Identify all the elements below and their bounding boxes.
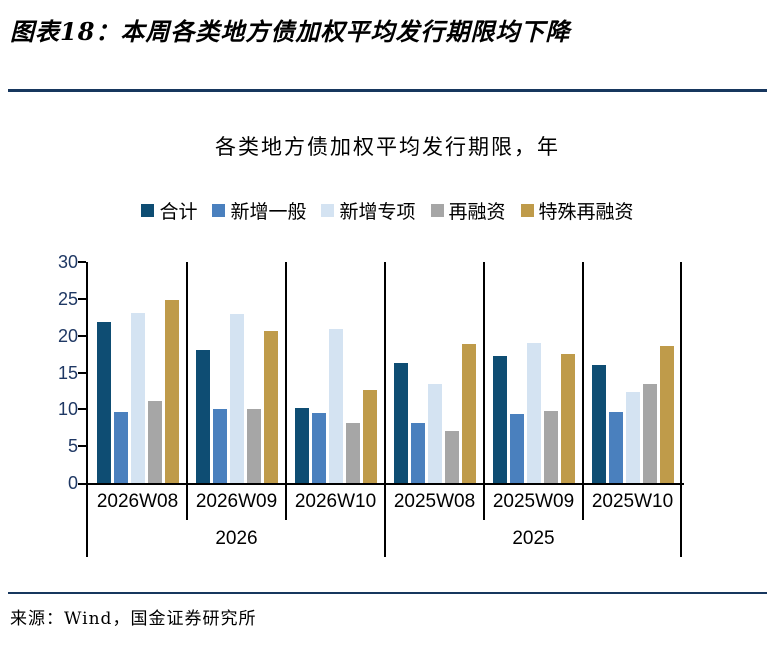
bar-group-2025W10 (583, 262, 682, 483)
category-separator (285, 262, 287, 520)
legend-item-合计: 合计 (141, 197, 197, 224)
bar-新增一般 (113, 412, 128, 483)
bar-新增一般 (509, 414, 524, 483)
y-tick-label: 15 (57, 362, 78, 383)
legend-item-新增专项: 新增专项 (321, 197, 416, 224)
y-tick-mark (78, 334, 86, 337)
y-tick-mark (78, 297, 86, 300)
bar-合计 (96, 322, 111, 483)
y-tick-label: 5 (67, 436, 78, 457)
bar-group-2025W08 (385, 262, 484, 483)
bar-新增专项 (130, 313, 145, 483)
y-tick-label: 25 (57, 288, 78, 309)
category-separator (680, 262, 682, 557)
bar-特殊再融资 (659, 346, 674, 483)
bar-再融资 (642, 384, 657, 483)
x-tick-label-2026W10: 2026W10 (294, 490, 377, 512)
legend-item-特殊再融资: 特殊再融资 (520, 197, 634, 224)
x-axis-year-labels: 2026 2025 (88, 520, 682, 557)
bar-特殊再融资 (164, 300, 179, 483)
bar-合计 (492, 356, 507, 483)
bar-新增一般 (608, 412, 623, 483)
x-group-label-2026: 2026 (215, 527, 258, 549)
chart-subtitle: 各类地方债加权平均发行期限，年 (215, 135, 560, 159)
y-tick-label: 0 (67, 473, 78, 493)
category-separator (582, 262, 584, 520)
bar-新增专项 (427, 384, 442, 483)
bar-groups (88, 262, 682, 483)
category-separator (384, 262, 386, 557)
bar-新增一般 (410, 423, 425, 483)
bar-新增专项 (229, 314, 244, 483)
y-tick-label: 30 (57, 252, 78, 272)
bar-group-2026W08 (88, 262, 187, 483)
legend-label: 新增专项 (339, 200, 416, 223)
legend-label: 新增一般 (230, 200, 307, 223)
figure-title: 图表18：本周各类地方债加权平均发行期限均下降 (10, 17, 571, 46)
x-tick-label-2025W09: 2025W09 (492, 490, 575, 512)
legend-swatch-icon (430, 203, 444, 217)
bar-合计 (294, 408, 309, 483)
plot-area: 2026W08 2026W09 2026W10 2025W08 2025W09 2025W… (58, 252, 684, 557)
x-tick-label-2026W08: 2026W08 (96, 490, 179, 512)
bar-新增专项 (625, 392, 640, 483)
y-tick-mark (78, 445, 86, 448)
legend-item-再融资: 再融资 (430, 197, 506, 224)
bar-再融资 (246, 409, 261, 483)
x-tick-label-2025W08: 2025W08 (393, 490, 476, 512)
legend-label: 再融资 (448, 200, 506, 223)
legend-swatch-icon (212, 203, 226, 217)
bar-特殊再融资 (560, 354, 575, 483)
legend-swatch-icon (141, 203, 155, 217)
y-tick-label: 20 (57, 325, 78, 346)
bar-再融资 (147, 401, 162, 483)
bar-合计 (393, 363, 408, 483)
x-group-label-2025: 2025 (512, 527, 555, 549)
category-separator (186, 262, 188, 520)
bar-新增一般 (311, 413, 326, 483)
y-tick-mark (78, 261, 86, 263)
x-tick-label-2025W10: 2025W10 (591, 490, 674, 512)
bar-特殊再融资 (362, 390, 377, 483)
bar-新增一般 (212, 409, 227, 483)
y-tick-label: 10 (57, 399, 78, 420)
bar-特殊再融资 (461, 344, 476, 483)
legend-label: 特殊再融资 (538, 200, 634, 223)
bar-特殊再融资 (263, 331, 278, 483)
legend-swatch-icon (321, 203, 335, 217)
bar-再融资 (444, 431, 459, 483)
category-separator (483, 262, 485, 520)
bar-group-2026W09 (187, 262, 286, 483)
bar-新增专项 (328, 329, 343, 483)
x-tick-label-2026W09: 2026W09 (195, 490, 278, 512)
bar-group-2026W10 (286, 262, 385, 483)
y-axis-line (86, 262, 88, 557)
chart-legend: 合计 新增一般 新增专项 再融资 特殊再融资 (30, 197, 745, 223)
source-note: 来源：Wind，国金证券研究所 (10, 609, 257, 629)
legend-swatch-icon (520, 203, 534, 217)
y-tick-mark (78, 483, 86, 485)
y-tick-mark (78, 408, 86, 411)
bar-合计 (195, 350, 210, 483)
bar-再融资 (543, 411, 558, 483)
footer-divider (8, 592, 767, 594)
bar-group-2025W09 (484, 262, 583, 483)
bar-新增专项 (526, 343, 541, 483)
bar-再融资 (345, 423, 360, 483)
bar-合计 (591, 365, 606, 483)
x-axis-week-labels: 2026W08 2026W09 2026W10 2025W08 2025W09 2025W… (88, 483, 682, 520)
legend-label: 合计 (159, 200, 198, 223)
title-divider (8, 89, 767, 92)
y-tick-mark (78, 371, 86, 374)
legend-item-新增一般: 新增一般 (212, 197, 306, 224)
